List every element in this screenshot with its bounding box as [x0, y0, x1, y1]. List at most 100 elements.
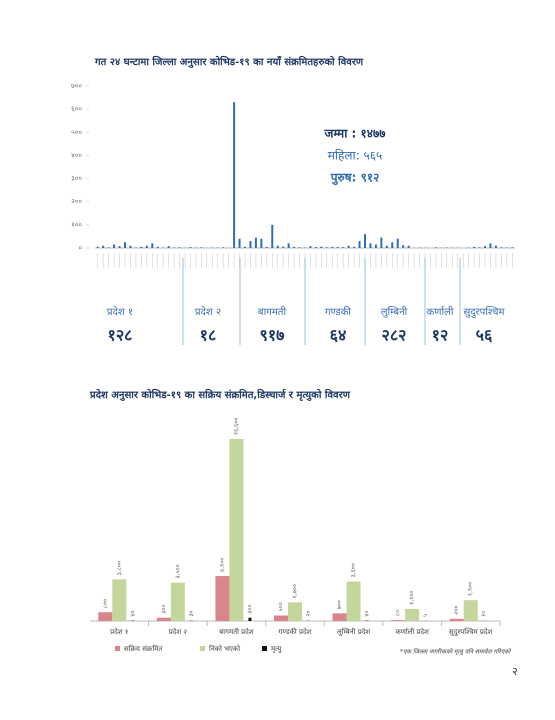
data-label: ८०: [395, 610, 402, 616]
province-name: गण्डकी: [325, 306, 351, 318]
bar: [287, 243, 290, 248]
bar: [325, 247, 328, 248]
bar: [489, 243, 492, 248]
x-tick-label: प्रदेश १: [110, 627, 128, 636]
bar: [358, 241, 361, 248]
bar: [215, 576, 230, 621]
data-label: ३००: [246, 604, 253, 613]
bar: [484, 246, 486, 248]
legend-label: सक्रिय संक्रमित: [124, 644, 163, 653]
bar: [102, 245, 105, 248]
bar: [494, 245, 497, 248]
legend-swatch: [262, 646, 267, 651]
data-label: २०: [305, 611, 312, 617]
bar: [151, 243, 154, 248]
bar: [449, 618, 464, 621]
data-label: १,७००: [292, 584, 299, 598]
x-tick-label: लुम्बिनी प्रदेश: [337, 627, 370, 636]
bar: [374, 244, 377, 248]
bar: [178, 247, 181, 248]
y-tick-label: ५००: [71, 128, 82, 136]
chart-title: प्रदेश अनुसार कोभिड-१९ का सक्रिय संक्रमि…: [89, 388, 351, 401]
bar: [298, 247, 301, 248]
data-label: १६,६००: [233, 417, 240, 435]
bar: [293, 246, 296, 248]
bar: [369, 243, 372, 248]
y-tick-label: ४००: [71, 151, 82, 159]
bar: [265, 246, 268, 248]
data-label: ५००: [278, 602, 285, 611]
bar: [260, 238, 263, 248]
bar: [222, 247, 225, 248]
bar: [320, 246, 323, 248]
bar: [385, 245, 388, 248]
data-label: १०: [481, 611, 488, 617]
legend-label: मृत्यु: [271, 645, 282, 653]
y-tick-label: ७००: [71, 82, 82, 90]
page-number: २: [512, 665, 518, 678]
bar: [282, 246, 285, 248]
y-tick-label: ०: [78, 244, 82, 252]
bar: [364, 234, 366, 248]
bar: [249, 241, 252, 248]
bar: [342, 247, 345, 248]
province-total: २८२: [382, 326, 407, 345]
province-total: ९१७: [260, 326, 285, 345]
x-tick-label: कर्णाली प्रदेश: [395, 627, 429, 636]
data-label: ३००: [160, 604, 167, 613]
bar: [233, 102, 236, 248]
annotation: महिला: ५६५: [328, 149, 382, 163]
x-tick-label: प्रदेश २: [169, 627, 188, 636]
bar: [332, 613, 347, 621]
bar: [288, 602, 302, 621]
data-label: १,९००: [467, 582, 474, 596]
bar: [96, 246, 99, 248]
province-name: सुदुरपश्चिम: [463, 306, 505, 318]
province-name: प्रदेश १: [107, 306, 133, 318]
data-label: ८००: [102, 599, 109, 608]
bar: [118, 246, 121, 248]
bar: [276, 245, 279, 248]
bar: [129, 245, 132, 248]
province-total: ६४: [330, 326, 347, 345]
legend-swatch: [200, 646, 205, 651]
bar: [140, 246, 143, 248]
bar: [405, 608, 420, 621]
legend-swatch: [115, 646, 120, 651]
province-total: १२: [432, 326, 449, 345]
data-label: ३,५००: [174, 564, 181, 578]
province-name: कर्णाली: [427, 306, 454, 318]
bar: [145, 245, 148, 248]
bar: [156, 617, 171, 621]
x-tick-label: सुदुरपश्चिम प्रदेश: [449, 627, 493, 637]
bar: [314, 247, 317, 248]
bar: [229, 439, 244, 621]
annotation: जम्मा : १४७७: [324, 127, 387, 141]
province-name: प्रदेश २: [195, 306, 221, 318]
bar: [396, 238, 399, 248]
data-label: ७००: [336, 600, 343, 609]
bar: [167, 246, 170, 248]
bar: [347, 245, 350, 248]
province-name: बागमती: [258, 306, 287, 318]
annotation: पुरुष: ९१२: [330, 171, 380, 186]
province-name: लुम्बिनी: [381, 306, 408, 318]
y-tick-label: २००: [71, 198, 82, 206]
bar: [511, 247, 514, 248]
bar: [434, 247, 437, 248]
bar: [124, 242, 126, 248]
y-tick-label: ६००: [71, 105, 82, 113]
x-tick-label: गण्डकी प्रदेश: [279, 627, 312, 636]
bar: [189, 247, 192, 248]
bar: [98, 612, 113, 621]
bar: [200, 247, 203, 248]
bar: [391, 242, 394, 248]
footnote: *एक जिल्ला नागरिकको मृत्यु पनि समावेश गर…: [400, 648, 512, 656]
bar: [402, 245, 405, 248]
province-total: ५६: [476, 326, 493, 345]
x-tick-label: बागमती प्रदेश: [219, 627, 254, 636]
bar: [463, 600, 478, 621]
bar: [113, 244, 116, 248]
